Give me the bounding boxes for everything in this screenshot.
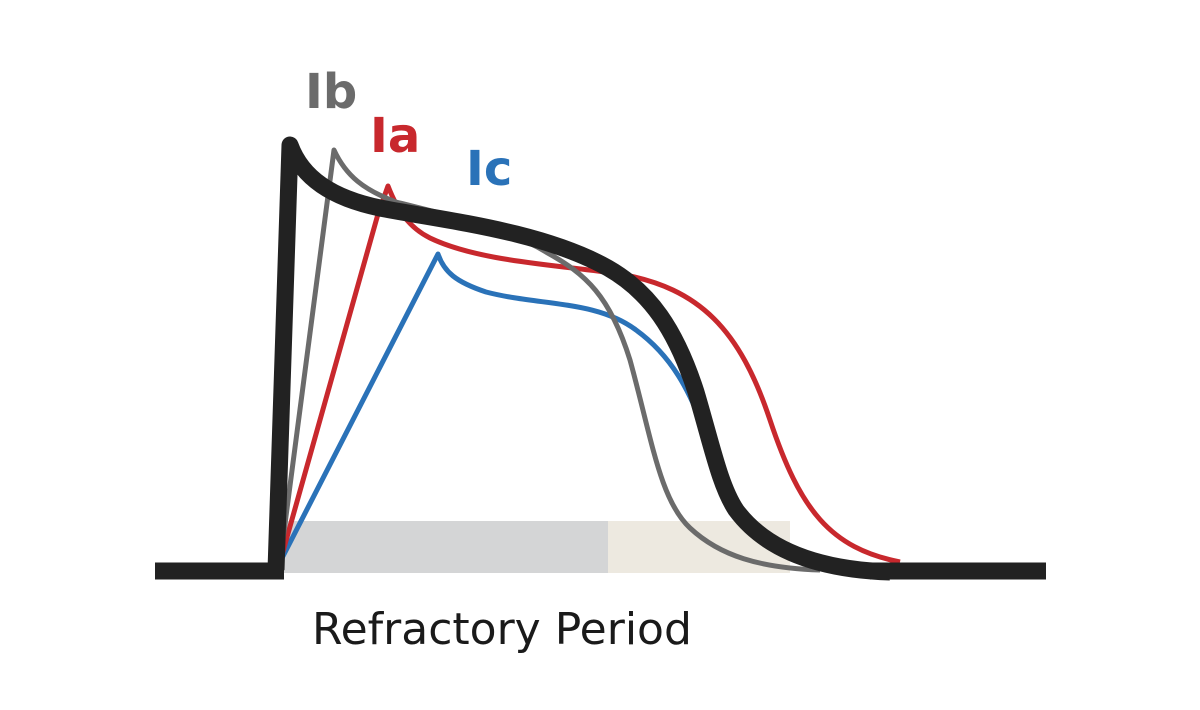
label-ib: Ib <box>305 64 357 120</box>
curve-ib <box>277 147 821 573</box>
absolute-refractory-band <box>280 521 608 573</box>
main-action-potential-curve <box>267 136 891 581</box>
refractory-period-caption: Refractory Period <box>312 604 692 655</box>
label-ia: Ia <box>370 108 420 164</box>
curve-ic <box>277 251 707 564</box>
curve-ia <box>277 183 901 565</box>
label-ic: Ic <box>466 141 512 197</box>
